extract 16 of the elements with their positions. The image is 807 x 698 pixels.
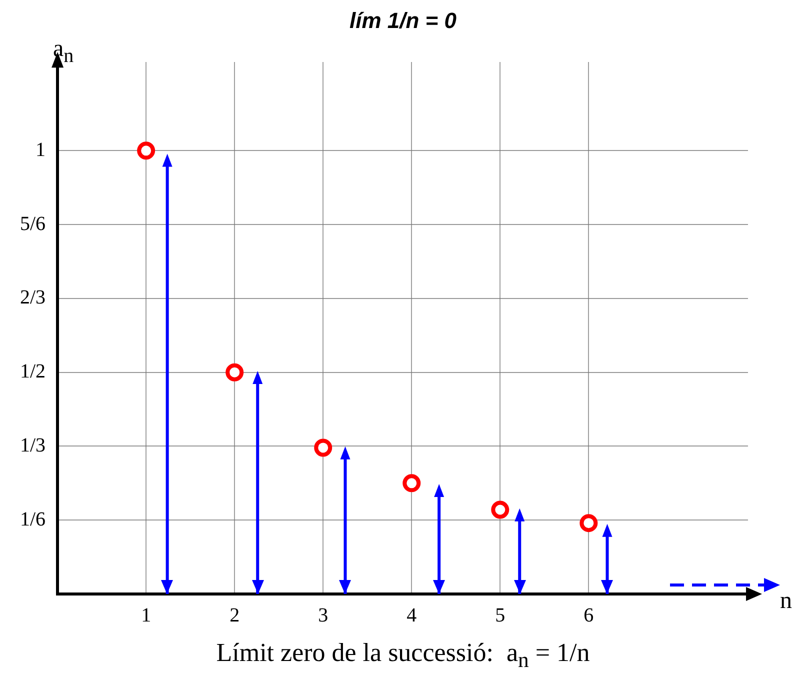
- text: Límit zero de la successió: a$_{n}$ = 1/n: [215, 638, 591, 674]
- x-tick-label: 4: [406, 604, 417, 626]
- y-tick-label: 1: [36, 138, 46, 161]
- y-tick-label: 1/6: [20, 508, 46, 530]
- x-tick-label: 5: [495, 604, 506, 626]
- x-tick-label: 6: [584, 604, 594, 626]
- y-axis-title: a$_{n}$: [53, 36, 74, 68]
- x-tick-label: 2: [230, 604, 240, 626]
- chart-title: lím 1/n = 0: [350, 8, 456, 33]
- x-tick-label: 3: [318, 604, 328, 626]
- y-tick-label: 2/3: [20, 286, 46, 309]
- y-tick-label: 1/2: [20, 360, 46, 383]
- y-tick-label: 1/3: [20, 434, 46, 456]
- x-tick-label: 1: [141, 604, 152, 626]
- x-axis-title: n: [780, 588, 792, 615]
- y-tick-label: 5/6: [20, 212, 46, 235]
